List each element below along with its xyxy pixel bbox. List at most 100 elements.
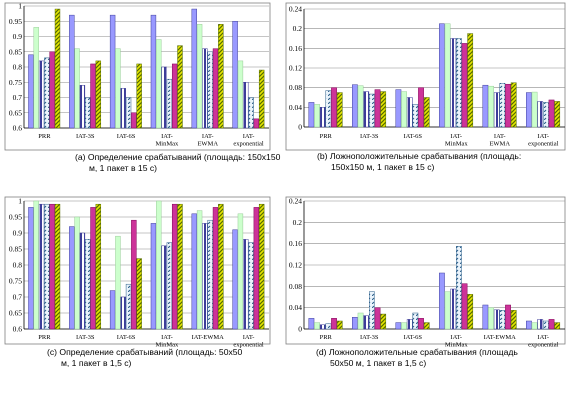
chart-caption: (a) Определение срабатываний (площадь: 1… xyxy=(75,152,281,173)
bar-series-5-6 xyxy=(253,118,260,129)
bar-series-1-5 xyxy=(482,84,489,128)
bar-series-6-6 xyxy=(554,101,561,128)
bar-series-4-5 xyxy=(207,51,213,129)
bar-series-2-1 xyxy=(314,322,320,330)
bar-series-2-4 xyxy=(156,200,162,330)
bar-series-3-2 xyxy=(79,232,86,330)
bar-series-6-2 xyxy=(95,60,102,129)
bar-series-1-3 xyxy=(395,89,402,128)
y-tick-label: 0.16 xyxy=(289,44,302,53)
bar-series-1-3 xyxy=(395,322,402,330)
category-label: IAT-exponential xyxy=(528,334,559,349)
bar-series-4-1 xyxy=(44,203,50,330)
bar-series-3-1 xyxy=(319,324,326,330)
y-tick-label: 0.04 xyxy=(289,303,302,312)
chart-panel-a: 0.6 0.65 0.7 0.75 0.8 0.85 0.9 0.95 1 PRR IAT-3S IA… xyxy=(4,2,281,173)
category-label: IAT-MinMax xyxy=(156,133,180,148)
category-label: IAT-6S xyxy=(403,334,422,341)
y-tick-label: 0.9 xyxy=(13,32,23,41)
bar-series-1-5 xyxy=(191,213,197,330)
bar-series-6-1 xyxy=(336,320,343,330)
bar-series-4-6 xyxy=(248,242,254,330)
bar-series-2-2 xyxy=(74,48,80,129)
chart-panel-c: 0.6 0.65 0.7 0.75 0.8 0.85 0.9 0.95 1 PRR IAT-3S IA… xyxy=(4,197,271,368)
bar-series-1-2 xyxy=(69,226,75,330)
chart-panel-d: 0 0.04 0.08 0.12 0.16 0.2 0.24 PRR IAT-3S IAT-6S I… xyxy=(285,197,566,368)
bar-series-1-6 xyxy=(232,229,238,330)
category-label: PRR xyxy=(38,334,51,341)
bar-series-6-2 xyxy=(95,203,102,330)
bar-series-5-3 xyxy=(418,318,424,330)
bar-series-1-2 xyxy=(69,14,75,129)
bar-series-4-1 xyxy=(325,323,332,330)
category-label: IAT-MinMax xyxy=(445,133,469,148)
y-tick-label: 0.7 xyxy=(13,93,23,102)
y-tick-label: 0.2 xyxy=(293,24,303,33)
category-label: IAT-EWMA xyxy=(197,133,218,148)
category-label: IAT-exponential xyxy=(233,334,264,349)
bar-series-5-1 xyxy=(331,318,337,330)
bar-series-1-5 xyxy=(191,8,197,129)
bar-series-3-4 xyxy=(450,288,457,330)
bar-series-5-3 xyxy=(131,219,137,330)
bar-series-1-4 xyxy=(439,272,445,330)
bar-series-3-1 xyxy=(38,203,45,330)
bar-series-2-1 xyxy=(33,200,39,330)
chart-caption: (b) Ложноположительные срабатывания (пло… xyxy=(317,151,521,172)
bar-series-6-3 xyxy=(136,258,142,330)
category-label: IAT-3S xyxy=(76,133,95,140)
bar-series-5-1 xyxy=(331,87,337,128)
bar-series-4-4 xyxy=(456,246,462,330)
y-tick-label: 0.95 xyxy=(9,17,22,26)
bar-series-4-5 xyxy=(207,219,213,330)
y-tick-label: 0 xyxy=(298,325,302,334)
bar-series-2-5 xyxy=(488,85,494,128)
bar-series-2-6 xyxy=(531,322,538,330)
y-tick-label: 0.12 xyxy=(289,64,302,73)
bar-series-2-2 xyxy=(357,85,364,128)
bar-series-4-4 xyxy=(166,78,173,129)
y-tick-label: 0 xyxy=(298,123,302,132)
bar-series-6-3 xyxy=(423,97,430,128)
bar-series-4-4 xyxy=(166,242,173,330)
bar-series-4-2 xyxy=(369,93,375,128)
bar-series-1-3 xyxy=(109,290,116,330)
bar-series-2-5 xyxy=(488,307,494,330)
bar-series-5-1 xyxy=(49,203,55,330)
bar-series-4-1 xyxy=(44,57,50,129)
bar-series-4-4 xyxy=(456,38,462,128)
bar-series-5-1 xyxy=(49,51,55,129)
bar-series-6-1 xyxy=(54,203,61,330)
chart-caption: (c) Определение срабатываний (площадь: 5… xyxy=(47,347,243,368)
bar-series-6-4 xyxy=(177,45,183,129)
y-tick-label: 0.6 xyxy=(13,325,23,334)
bar-series-3-5 xyxy=(493,92,500,128)
category-label: IAT-EWMA xyxy=(489,133,510,148)
bar-series-5-4 xyxy=(171,203,178,330)
bar-series-6-2 xyxy=(380,313,387,330)
bar-series-5-6 xyxy=(548,319,555,330)
y-tick-label: 0.95 xyxy=(9,213,22,222)
bar-series-3-1 xyxy=(319,107,326,128)
bar-series-4-6 xyxy=(543,102,549,128)
bar-series-5-6 xyxy=(253,207,260,330)
y-tick-label: 0.24 xyxy=(289,5,302,14)
y-tick-label: 1 xyxy=(18,197,22,206)
bar-series-6-4 xyxy=(467,33,474,128)
bar-series-4-3 xyxy=(412,104,419,128)
category-label: IAT-EWMA xyxy=(484,334,517,341)
bar-series-2-1 xyxy=(33,27,39,129)
bar-series-3-2 xyxy=(79,85,86,129)
bar-series-4-1 xyxy=(325,90,332,128)
bar-series-5-5 xyxy=(212,207,219,330)
bar-series-4-2 xyxy=(369,291,375,330)
y-tick-label: 0.16 xyxy=(289,239,302,248)
bar-series-6-3 xyxy=(423,322,430,330)
bar-series-4-6 xyxy=(543,320,549,330)
y-tick-label: 0.04 xyxy=(289,103,302,112)
bar-series-2-6 xyxy=(237,213,244,330)
bar-series-3-5 xyxy=(493,309,500,330)
bar-series-6-1 xyxy=(336,92,343,128)
bar-series-4-3 xyxy=(412,312,419,330)
y-tick-label: 0.75 xyxy=(9,277,22,286)
